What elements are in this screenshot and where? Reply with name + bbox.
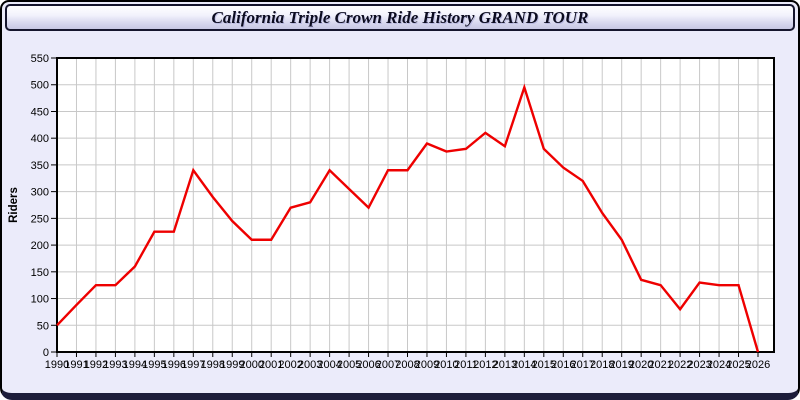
x-tick-label: 1999 xyxy=(220,359,244,371)
x-tick-label: 2023 xyxy=(687,359,711,371)
x-tick-label: 1992 xyxy=(84,359,108,371)
x-tick-label: 2018 xyxy=(590,359,614,371)
x-tick-label: 2013 xyxy=(493,359,517,371)
x-tick-label: 1995 xyxy=(142,359,166,371)
chart-title: California Triple Crown Ride History GRA… xyxy=(211,7,589,27)
y-tick-label: 100 xyxy=(31,294,49,306)
y-tick-label: 450 xyxy=(31,106,49,118)
x-tick-label: 1994 xyxy=(123,359,147,371)
riders-series-line xyxy=(56,83,760,353)
y-tick-label: 350 xyxy=(31,160,49,172)
chart-panel: 0 50 100 150 200 250 300 350 400 450 500 550 1990 199… xyxy=(2,31,798,391)
x-tick-label: 2017 xyxy=(571,359,595,371)
x-tick-label: 2024 xyxy=(707,359,731,371)
x-tick-label: 1996 xyxy=(162,359,186,371)
x-tick-label: 2025 xyxy=(726,359,750,371)
riders-line-chart: 0501001502002503003504004505005501990199… xyxy=(8,53,775,371)
x-tick-label: 2002 xyxy=(278,359,302,371)
x-tick-label: 2005 xyxy=(337,359,361,371)
x-tick-label: 2010 xyxy=(434,359,458,371)
y-tick-label: 0 xyxy=(43,347,49,359)
x-tick-label: 1998 xyxy=(201,359,225,371)
x-tick-label: 1990 xyxy=(45,359,69,371)
y-tick-label: 500 xyxy=(31,80,49,92)
x-tick-label: 2011 xyxy=(454,359,478,371)
x-tick-label: 1997 xyxy=(181,359,205,371)
x-tick-label: 2009 xyxy=(415,359,439,371)
plot-border xyxy=(56,57,775,353)
x-tick-label: 2007 xyxy=(376,359,400,371)
y-tick-label: 550 xyxy=(31,53,49,65)
x-tick-label: 2015 xyxy=(532,359,556,371)
x-tick-label: 2021 xyxy=(648,359,672,371)
x-tick-label: 2003 xyxy=(298,359,322,371)
y-tick-label: 150 xyxy=(31,267,49,279)
y-tick-label: 250 xyxy=(31,213,49,225)
y-tick-label: 50 xyxy=(37,320,49,332)
x-tick-label: 2019 xyxy=(609,359,633,371)
x-tick-label: 1993 xyxy=(103,359,127,371)
x-tick-label: 2001 xyxy=(259,359,283,371)
x-tick-label: 2000 xyxy=(239,359,263,371)
x-tick-label: 2004 xyxy=(317,359,341,371)
x-tick-label: 2022 xyxy=(668,359,692,371)
x-tick-label: 2020 xyxy=(629,359,653,371)
y-tick-label: 300 xyxy=(31,187,49,199)
x-tick-label: 2008 xyxy=(395,359,419,371)
y-tick-label: 400 xyxy=(31,133,49,145)
x-tick-label: 1991 xyxy=(64,359,88,371)
x-tick-label: 2014 xyxy=(512,359,536,371)
x-tick-label: 2026 xyxy=(746,359,770,371)
x-tick-label: 2006 xyxy=(356,359,380,371)
y-axis-title: Riders xyxy=(8,187,20,223)
x-tick-label: 2016 xyxy=(551,359,575,371)
y-tick-label: 200 xyxy=(31,240,49,252)
title-bar: California Triple Crown Ride History GRA… xyxy=(5,4,795,31)
x-tick-label: 2012 xyxy=(473,359,497,371)
plot-area xyxy=(57,58,774,352)
